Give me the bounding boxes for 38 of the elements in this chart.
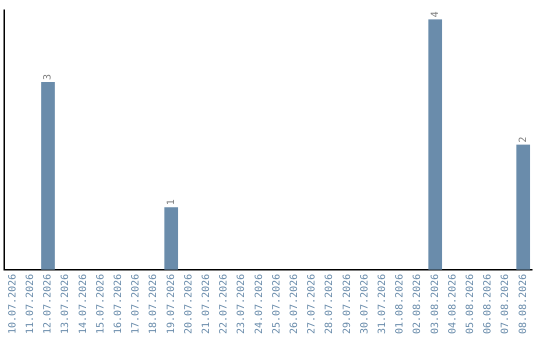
x-tick-label: 06.08.2026 bbox=[482, 274, 494, 334]
x-tick-label: 04.08.2026 bbox=[447, 274, 458, 334]
x-tick-label: 23.07.2026 bbox=[236, 274, 248, 334]
x-tick-label: 29.07.2026 bbox=[342, 274, 353, 334]
bar bbox=[164, 207, 178, 270]
x-tick-label: 25.07.2026 bbox=[271, 274, 282, 334]
x-tick-label: 26.07.2026 bbox=[288, 274, 300, 334]
x-tick-label: 10.07.2026 bbox=[7, 274, 18, 334]
bar bbox=[41, 82, 55, 270]
x-tick-label: 19.07.2026 bbox=[166, 274, 177, 334]
bar bbox=[428, 19, 442, 270]
x-tick-label: 15.07.2026 bbox=[95, 274, 106, 334]
data-label: 2 bbox=[518, 136, 529, 143]
x-tick-label: 16.07.2026 bbox=[112, 274, 124, 334]
x-tick-label: 24.07.2026 bbox=[254, 274, 265, 334]
x-tick-label: 14.07.2026 bbox=[78, 274, 89, 334]
x-tick-label: 20.07.2026 bbox=[183, 274, 194, 334]
x-tick-label: 03.08.2026 bbox=[430, 274, 441, 334]
x-tick-label: 12.07.2026 bbox=[42, 274, 54, 334]
x-tick-label: 05.08.2026 bbox=[464, 274, 476, 334]
x-tick-label: 02.08.2026 bbox=[412, 274, 424, 334]
bar bbox=[516, 144, 530, 270]
x-tick-label: 07.08.2026 bbox=[500, 274, 512, 334]
x-tick-label: 28.07.2026 bbox=[324, 274, 336, 334]
x-tick-label: 27.07.2026 bbox=[306, 274, 318, 334]
x-tick-label: 17.07.2026 bbox=[130, 274, 142, 334]
x-tick-label: 08.08.2026 bbox=[518, 274, 529, 334]
x-tick-label: 11.07.2026 bbox=[24, 274, 36, 334]
data-label: 4 bbox=[430, 11, 441, 18]
data-label: 1 bbox=[166, 199, 177, 206]
x-tick-label: 13.07.2026 bbox=[60, 274, 72, 334]
x-tick-label: 30.07.2026 bbox=[359, 274, 370, 334]
x-tick-label: 01.08.2026 bbox=[394, 274, 406, 334]
x-tick-label: 21.07.2026 bbox=[200, 274, 212, 334]
data-label: 3 bbox=[42, 74, 54, 80]
x-tick-label: 18.07.2026 bbox=[148, 274, 160, 334]
x-tick-label: 31.07.2026 bbox=[376, 274, 388, 334]
x-tick-label: 22.07.2026 bbox=[218, 274, 230, 334]
